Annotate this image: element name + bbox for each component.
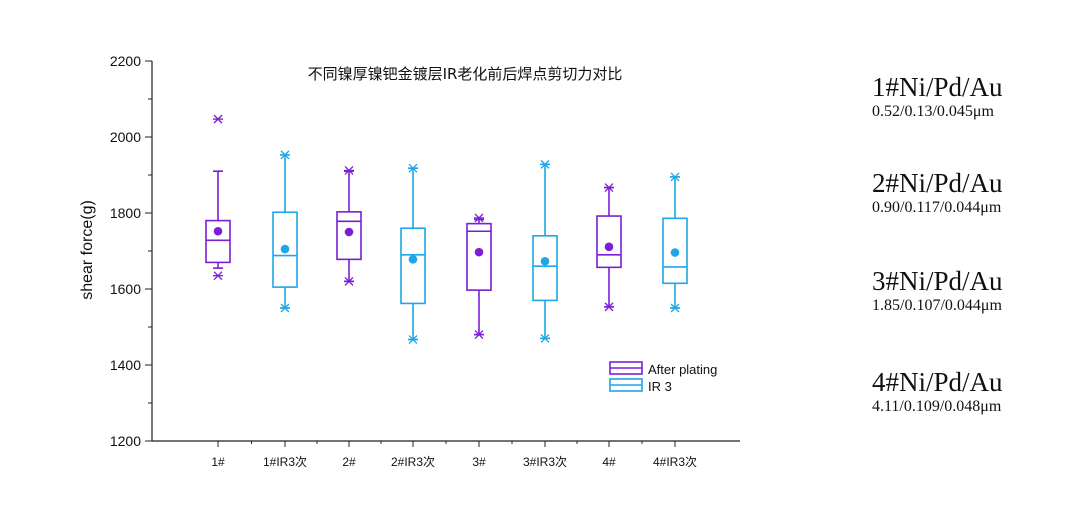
- mean-point: [344, 227, 354, 237]
- min-marker: [344, 276, 354, 286]
- x-tick-label: 2#IR3次: [391, 455, 435, 469]
- box-4#: [596, 183, 622, 312]
- spec-thickness: 1.85/0.107/0.044μm: [872, 297, 1002, 314]
- mean-point: [474, 247, 484, 257]
- iqr-box: [272, 211, 298, 288]
- min-marker: [280, 303, 290, 313]
- x-tick-label: 4#: [602, 455, 616, 469]
- box-plot-chart: 不同镍厚镍钯金镀层IR老化前后焊点剪切力对比 shear force(g) 12…: [79, 53, 740, 469]
- iqr-box: [596, 215, 622, 269]
- y-tick-label: 1600: [110, 281, 141, 297]
- min-marker: [670, 303, 680, 313]
- box-2#IR3次: [400, 163, 426, 344]
- spec-2: 2#Ni/Pd/Au 0.90/0.117/0.044μm: [872, 168, 1003, 218]
- y-axis-label: shear force(g): [79, 200, 96, 300]
- spec-name: 4#Ni/Pd/Au: [872, 367, 1003, 397]
- spec-4: 4#Ni/Pd/Au 4.11/0.109/0.048μm: [872, 367, 1003, 417]
- chart-title: 不同镍厚镍钯金镀层IR老化前后焊点剪切力对比: [308, 65, 623, 83]
- max-marker: [344, 165, 354, 175]
- x-tick-label: 4#IR3次: [653, 455, 697, 469]
- y-tick-label: 2000: [110, 129, 141, 145]
- iqr-box: [466, 222, 492, 291]
- spec-thickness: 0.90/0.117/0.044μm: [872, 199, 1002, 216]
- legend: After plating IR 3: [609, 361, 717, 394]
- max-marker: [280, 150, 290, 160]
- y-tick-label: 1400: [110, 357, 141, 373]
- spec-name: 1#Ni/Pd/Au: [872, 72, 1003, 102]
- mean-point: [408, 255, 418, 264]
- max-marker: [670, 172, 680, 182]
- mean-point: [670, 248, 680, 257]
- iqr-box: [532, 235, 558, 302]
- spec-name: 3#Ni/Pd/Au: [872, 266, 1003, 296]
- box-1#IR3次: [272, 150, 298, 313]
- box-2#: [336, 165, 362, 286]
- min-marker: [408, 335, 418, 344]
- x-tick-label: 1#: [211, 455, 225, 469]
- mean-point: [604, 242, 614, 252]
- spec-name: 2#Ni/Pd/Au: [872, 168, 1003, 198]
- iqr-box: [400, 227, 426, 305]
- box-3#: [466, 213, 492, 340]
- min-marker: [540, 333, 550, 343]
- box-1#: [205, 114, 231, 281]
- legend-label-ir3: IR 3: [648, 379, 672, 394]
- box-series: [205, 114, 688, 344]
- max-marker: [213, 114, 223, 124]
- min-marker: [604, 302, 614, 312]
- min-marker: [474, 330, 484, 340]
- iqr-box: [336, 211, 362, 261]
- spec-thickness: 0.52/0.13/0.045μm: [872, 103, 994, 120]
- max-marker: [474, 213, 484, 223]
- max-marker: [604, 183, 614, 192]
- spec-3: 3#Ni/Pd/Au 1.85/0.107/0.044μm: [872, 266, 1003, 316]
- spec-1: 1#Ni/Pd/Au 0.52/0.13/0.045μm: [872, 72, 1003, 122]
- x-tick-label: 3#IR3次: [523, 455, 567, 469]
- max-marker: [540, 159, 550, 169]
- spec-thickness: 4.11/0.109/0.048μm: [872, 398, 1002, 415]
- max-marker: [408, 163, 418, 173]
- iqr-box: [205, 219, 231, 264]
- mean-point: [213, 226, 223, 236]
- x-tick-label: 1#IR3次: [263, 455, 307, 469]
- y-tick-label: 1200: [110, 433, 141, 449]
- x-tick-label: 2#: [342, 455, 356, 469]
- mean-point: [540, 256, 550, 266]
- y-tick-label: 2200: [110, 53, 141, 69]
- axes: 1200 1400 1600 1800 2000 2200 1# 1#IR3次 2# 2#IR3次…: [110, 53, 740, 469]
- box-4#IR3次: [662, 172, 688, 313]
- y-tick-label: 1800: [110, 205, 141, 221]
- legend-label-after-plating: After plating: [648, 362, 717, 377]
- box-3#IR3次: [532, 159, 558, 343]
- mean-point: [280, 244, 290, 254]
- x-tick-label: 3#: [472, 455, 486, 469]
- iqr-box: [662, 217, 688, 285]
- min-marker: [213, 271, 223, 281]
